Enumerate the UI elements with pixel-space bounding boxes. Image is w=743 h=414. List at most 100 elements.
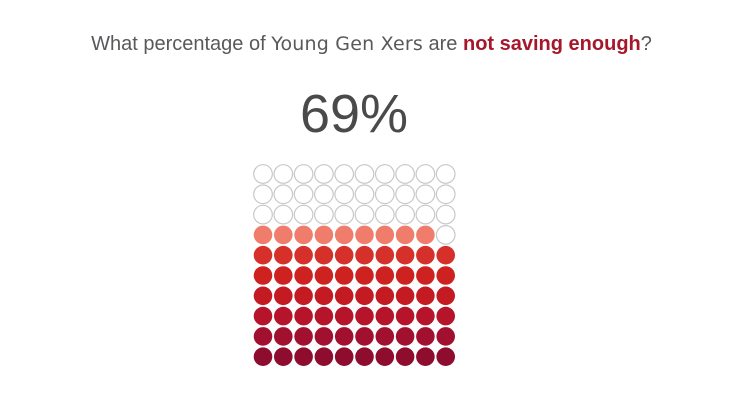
waffle-dot-filled [294, 225, 313, 245]
waffle-dot-filled [375, 347, 395, 367]
waffle-dot-empty [374, 184, 395, 205]
waffle-dot-filled [334, 245, 354, 265]
waffle-dot-empty [293, 204, 314, 225]
waffle-dot-filled [294, 306, 313, 326]
waffle-dot-filled [334, 266, 354, 285]
question-part3: ? [640, 33, 652, 55]
waffle-dot-filled [416, 266, 435, 285]
waffle-dot-filled [436, 347, 456, 367]
waffle-dot-empty [354, 184, 375, 205]
waffle-dot-filled [274, 266, 293, 285]
waffle-dot-filled [294, 327, 313, 346]
waffle-dot-filled [395, 347, 415, 367]
waffle-dot-filled [253, 286, 273, 306]
question-part2: are [422, 33, 463, 55]
waffle-dot-filled [395, 225, 415, 245]
waffle-dot-filled [395, 306, 415, 326]
waffle-dot-filled [253, 245, 273, 265]
waffle-dot-filled [253, 347, 273, 367]
waffle-dot-filled [355, 347, 374, 367]
waffle-dot-empty [354, 204, 375, 225]
waffle-dot-filled [375, 245, 395, 265]
waffle-dot-filled [355, 245, 374, 265]
waffle-dot-filled [253, 327, 273, 346]
waffle-dot-empty [435, 164, 456, 184]
waffle-dot-filled [416, 245, 435, 265]
waffle-dot-filled [294, 266, 313, 285]
waffle-dot-empty [293, 164, 314, 184]
waffle-dot-filled [334, 306, 354, 326]
waffle-dot-filled [395, 266, 415, 285]
waffle-dot-filled [416, 306, 435, 326]
waffle-dot-filled [274, 225, 293, 245]
waffle-dot-filled [314, 266, 334, 285]
waffle-dot-filled [314, 225, 334, 245]
waffle-dot-filled [314, 306, 334, 326]
waffle-dot-empty [354, 164, 375, 184]
waffle-dot-filled [294, 347, 313, 367]
waffle-dot-filled [274, 347, 293, 367]
waffle-dot-empty [334, 164, 355, 184]
waffle-dot-filled [375, 306, 395, 326]
waffle-dot-empty [314, 204, 334, 225]
waffle-dot-filled [314, 347, 334, 367]
waffle-dot-filled [416, 286, 435, 306]
waffle-dot-empty [273, 204, 294, 225]
waffle-dot-filled [436, 266, 456, 285]
waffle-dot-empty [334, 204, 355, 225]
waffle-dot-filled [355, 286, 374, 306]
waffle-dot-empty [374, 204, 395, 225]
waffle-dot-filled [355, 225, 374, 245]
waffle-dot-empty [395, 164, 416, 184]
waffle-dot-empty [435, 184, 456, 205]
waffle-dot-filled [375, 266, 395, 285]
waffle-dot-filled [375, 327, 395, 346]
waffle-dot-filled [294, 245, 313, 265]
waffle-dot-filled [314, 245, 334, 265]
waffle-dot-filled [355, 266, 374, 285]
waffle-dot-filled [355, 327, 374, 346]
waffle-dot-empty [273, 164, 294, 184]
waffle-dot-filled [294, 286, 313, 306]
waffle-dot-filled [334, 225, 354, 245]
question-part1: What percentage of [91, 33, 272, 55]
waffle-dot-filled [253, 225, 273, 245]
waffle-dot-filled [395, 245, 415, 265]
waffle-dot-empty [253, 204, 273, 225]
chart-question: What percentage of Young Gen Xers are no… [0, 33, 743, 56]
waffle-dot-filled [274, 306, 293, 326]
waffle-dot-filled [274, 245, 293, 265]
waffle-dot-filled [314, 327, 334, 346]
waffle-dot-empty [415, 184, 436, 205]
question-emphasis: not saving enough [462, 33, 641, 55]
waffle-dot-filled [274, 286, 293, 306]
waffle-dot-empty [435, 224, 456, 245]
headline-percent: 69% [299, 84, 409, 144]
waffle-dot-filled [395, 327, 415, 346]
waffle-dot-filled [253, 306, 273, 326]
waffle-dot-filled [436, 306, 456, 326]
waffle-dot-filled [416, 347, 435, 367]
waffle-dot-empty [314, 164, 334, 184]
waffle-dot-empty [435, 204, 456, 225]
waffle-dot-filled [416, 225, 435, 245]
waffle-dot-empty [395, 184, 416, 205]
waffle-dot-empty [293, 184, 314, 205]
waffle-dot-filled [274, 327, 293, 346]
waffle-dot-filled [334, 286, 354, 306]
waffle-dot-empty [415, 164, 436, 184]
waffle-dot-filled [355, 306, 374, 326]
waffle-dot-filled [395, 286, 415, 306]
waffle-dot-empty [395, 204, 416, 225]
waffle-dot-filled [436, 286, 456, 306]
waffle-dot-empty [253, 164, 273, 184]
waffle-dot-empty [273, 184, 294, 205]
waffle-dot-empty [253, 184, 273, 205]
waffle-dot-empty [314, 184, 334, 205]
waffle-dot-filled [436, 245, 456, 265]
question-group: Young Gen Xers [271, 33, 423, 55]
waffle-dot-empty [415, 204, 436, 225]
waffle-dot-filled [375, 225, 395, 245]
waffle-dot-filled [375, 286, 395, 306]
